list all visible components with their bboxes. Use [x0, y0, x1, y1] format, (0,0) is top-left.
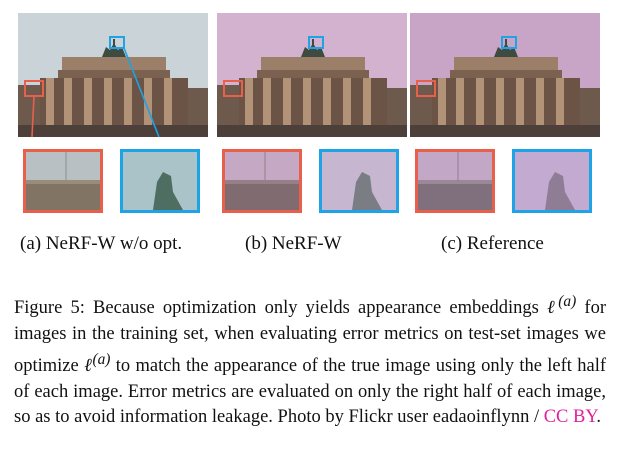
panel-label-a: (a) NeRF-W w/o opt.: [20, 233, 183, 254]
caption-prefix: Figure 5: Because optimization only yiel…: [14, 298, 539, 319]
caption-line2: for images in the training set, when eva…: [14, 298, 606, 377]
gate-photo-c: [410, 13, 600, 137]
panel-label-c: (c) Reference: [441, 233, 544, 254]
caption-symbol-2: ℓ(a): [84, 351, 111, 377]
figure-caption: Figure 5: Because optimization only yiel…: [14, 289, 606, 431]
panel-reference: [410, 0, 600, 226]
caption-line3: to match the appearance of the true imag…: [14, 356, 606, 428]
panel-nerfw-without-optimization: [18, 0, 208, 226]
caption-end: .: [596, 407, 601, 428]
panel-label-b: (b) NeRF-W: [245, 233, 342, 254]
caption-symbol: ℓ(a): [546, 293, 577, 319]
right-crop-a: [120, 149, 200, 213]
left-crop-a: [23, 149, 103, 213]
right-crop-c: [512, 149, 592, 213]
gate-photo-a: [18, 13, 208, 137]
license-link[interactable]: CC BY: [543, 407, 597, 428]
panel-nerfw: [217, 0, 407, 226]
right-crop-b: [319, 149, 399, 213]
left-crop-b: [222, 149, 302, 213]
gate-photo-b: [217, 13, 407, 137]
left-crop-c: [415, 149, 495, 213]
